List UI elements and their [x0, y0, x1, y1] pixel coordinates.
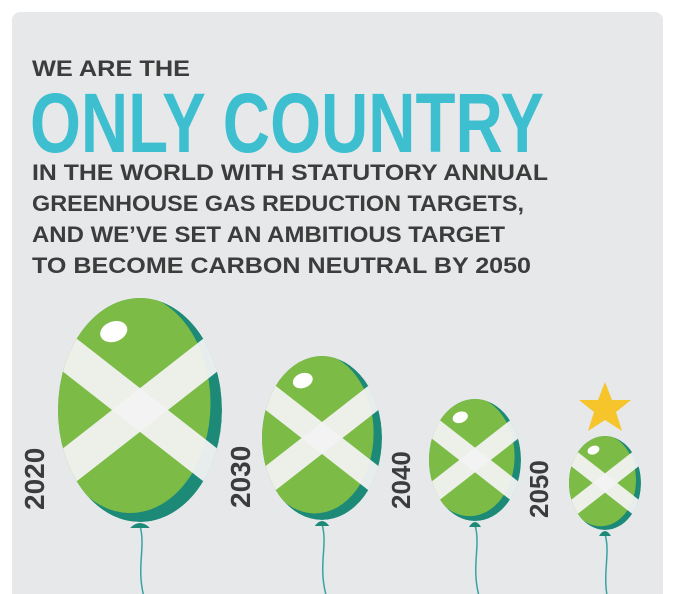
body-line: GREENHOUSE GAS REDUCTION TARGETS, — [32, 191, 524, 216]
body-line: TO BECOME CARBON NEUTRAL BY 2050 — [32, 253, 531, 278]
year-label: 2040 — [386, 451, 416, 509]
year-label: 2020 — [19, 448, 50, 510]
infographic: WE ARE THE ONLY COUNTRY IN THE WORLD WIT… — [0, 0, 675, 594]
year-label: 2050 — [524, 460, 554, 518]
year-label: 2030 — [225, 446, 256, 508]
body-line: IN THE WORLD WITH STATUTORY ANNUAL — [32, 160, 548, 185]
page: WE ARE THE ONLY COUNTRY IN THE WORLD WIT… — [0, 0, 675, 594]
body-line: AND WE’VE SET AN AMBITIOUS TARGET — [32, 222, 506, 247]
headline: ONLY COUNTRY — [30, 76, 544, 170]
